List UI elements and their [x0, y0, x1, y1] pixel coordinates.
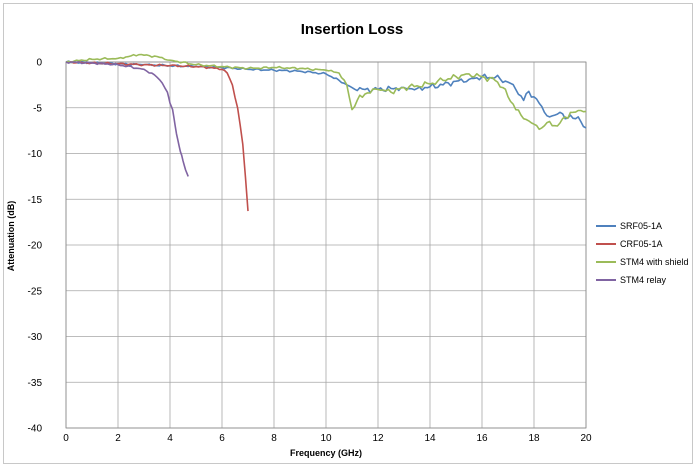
y-tick-label: 0	[36, 58, 42, 69]
y-tick-label: -35	[28, 378, 43, 389]
legend-entry: STM4 relay	[620, 275, 667, 285]
legend-entry: STM4 with shield	[620, 257, 689, 267]
series-line-3	[65, 61, 189, 177]
x-tick-label: 2	[115, 433, 121, 444]
plot-area	[65, 61, 587, 429]
tick-layer: 0 2 4 6 8 10 12 14 16 18 20 0 -5 -10 -15 -20 -25 -30 -35 -4…	[28, 58, 592, 445]
series-line-1	[65, 60, 249, 212]
x-tick-label: 10	[320, 433, 332, 444]
legend-entry: CRF05-1A	[620, 239, 663, 249]
x-tick-label: 0	[63, 433, 69, 444]
y-axis-title: Attenuation (dB)	[6, 201, 16, 271]
series-line-2	[65, 53, 587, 131]
x-tick-label: 18	[528, 433, 540, 444]
y-tick-label: -30	[28, 332, 43, 343]
x-tick-label: 20	[580, 433, 592, 444]
y-tick-label: -5	[33, 103, 42, 114]
chart-frame: 0 2 4 6 8 10 12 14 16 18 20 0 -5 -10 -15 -20 -25 -30 -35 -4…	[3, 3, 693, 464]
x-tick-label: 6	[219, 433, 225, 444]
x-tick-label: 16	[476, 433, 488, 444]
series-layer	[65, 53, 587, 212]
x-tick-label: 4	[167, 433, 173, 444]
legend: SRF05-1A CRF05-1A STM4 with shield STM4 rel…	[596, 221, 689, 285]
x-tick-label: 8	[271, 433, 277, 444]
legend-entry: SRF05-1A	[620, 221, 662, 231]
insertion-loss-chart: 0 2 4 6 8 10 12 14 16 18 20 0 -5 -10 -15 -20 -25 -30 -35 -4…	[6, 21, 689, 458]
x-tick-label: 14	[424, 433, 436, 444]
chart-title: Insertion Loss	[301, 21, 404, 38]
y-tick-label: -25	[28, 286, 43, 297]
y-tick-label: -10	[28, 149, 43, 160]
y-tick-label: -40	[28, 424, 43, 435]
x-tick-label: 12	[372, 433, 384, 444]
y-tick-label: -20	[28, 241, 43, 252]
grid-layer	[65, 61, 587, 429]
y-tick-label: -15	[28, 195, 43, 206]
x-axis-title: Frequency (GHz)	[290, 448, 362, 458]
